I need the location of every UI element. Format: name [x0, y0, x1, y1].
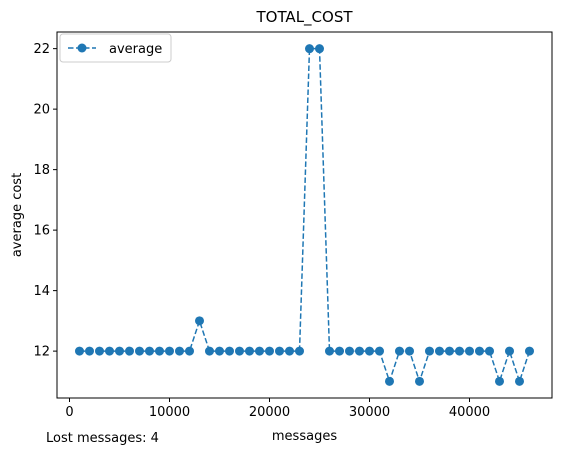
data-point	[435, 346, 444, 356]
data-point	[95, 346, 104, 356]
chart-title: TOTAL_COST	[255, 8, 353, 27]
data-point	[165, 346, 174, 356]
x-tick-label: 40000	[449, 405, 490, 420]
data-point	[305, 44, 314, 54]
y-tick-label: 20	[33, 103, 50, 118]
x-tick-label: 20000	[249, 405, 290, 420]
series-line-average	[79, 47, 531, 384]
y-tick-label: 18	[33, 163, 50, 178]
data-point	[215, 346, 224, 356]
plot-frame	[56, 31, 553, 399]
data-point	[155, 346, 164, 356]
legend-label: average	[109, 42, 162, 57]
data-point	[125, 346, 134, 356]
data-point	[235, 346, 244, 356]
data-point	[135, 346, 144, 356]
data-point	[355, 346, 364, 356]
data-point	[175, 346, 184, 356]
data-point	[145, 346, 154, 356]
legend: average	[59, 33, 172, 63]
data-point	[335, 346, 344, 356]
y-tick-label: 12	[33, 345, 50, 360]
data-point	[505, 346, 514, 356]
data-point	[475, 346, 484, 356]
data-point	[205, 346, 214, 356]
data-point	[395, 346, 404, 356]
data-point	[85, 346, 94, 356]
y-tick-label: 14	[33, 284, 50, 299]
data-point	[275, 346, 284, 356]
data-point	[105, 346, 114, 356]
data-point	[375, 346, 384, 356]
data-point	[265, 346, 274, 356]
series-layer	[75, 44, 534, 386]
data-point	[195, 316, 204, 326]
data-point	[425, 346, 434, 356]
legend-box	[59, 33, 172, 63]
y-axis-title: average cost	[10, 173, 25, 257]
data-point	[415, 376, 424, 386]
data-point	[225, 346, 234, 356]
data-point	[465, 346, 474, 356]
data-point	[485, 346, 494, 356]
data-point	[75, 346, 84, 356]
data-point	[255, 346, 264, 356]
x-tick-label: 10000	[149, 405, 190, 420]
lost-messages-note: Lost messages: 4	[46, 431, 159, 446]
data-point	[385, 376, 394, 386]
data-point	[185, 346, 194, 356]
axes: 0 10000 20000 30000 40000 12 14 16 18 20 22	[33, 31, 553, 420]
x-axis-title: messages	[272, 429, 337, 444]
data-point	[525, 346, 534, 356]
data-point	[515, 376, 524, 386]
data-point	[455, 346, 464, 356]
legend-marker	[77, 43, 87, 53]
data-point	[285, 346, 294, 356]
data-point	[365, 346, 374, 356]
data-point	[245, 346, 254, 356]
data-point	[345, 346, 354, 356]
data-point	[315, 44, 324, 54]
x-tick-label: 0	[65, 405, 73, 420]
data-point	[495, 376, 504, 386]
data-point	[115, 346, 124, 356]
y-tick-label: 22	[33, 42, 50, 57]
data-point	[325, 346, 334, 356]
y-tick-label: 16	[33, 224, 50, 239]
data-point	[295, 346, 304, 356]
x-tick-label: 30000	[349, 405, 390, 420]
data-point	[405, 346, 414, 356]
data-point	[445, 346, 454, 356]
